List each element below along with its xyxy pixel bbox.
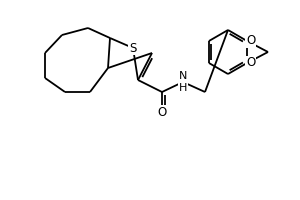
Text: O: O <box>246 56 255 70</box>
Text: O: O <box>246 34 255 47</box>
Text: S: S <box>129 42 137 54</box>
Text: O: O <box>158 106 166 118</box>
Text: N
H: N H <box>179 71 187 93</box>
